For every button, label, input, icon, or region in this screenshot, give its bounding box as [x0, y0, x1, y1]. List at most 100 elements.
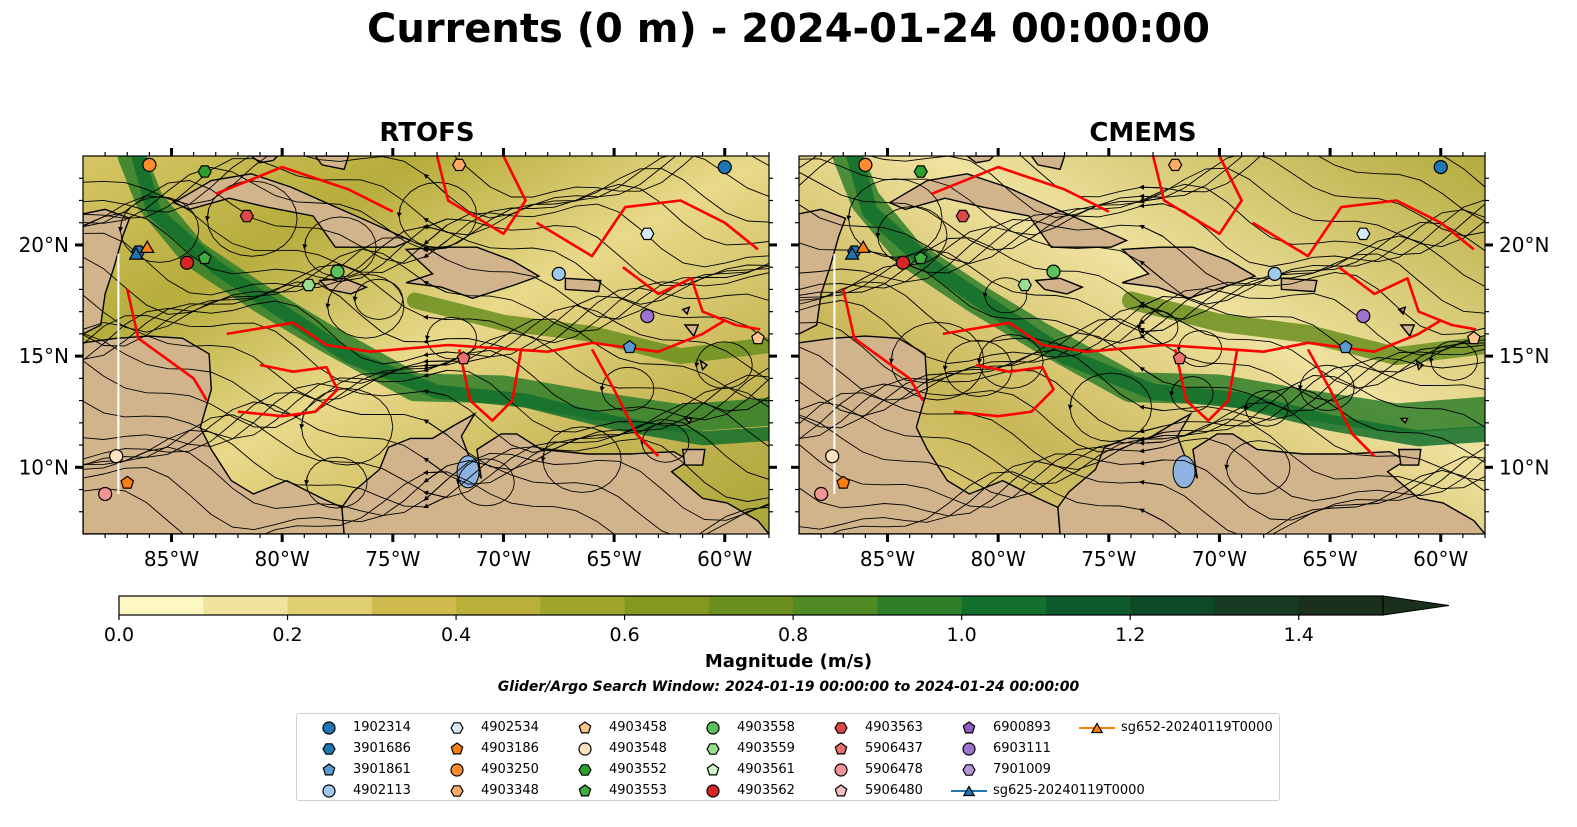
legend-symbol [578, 764, 592, 776]
lon-tick-label: 75°W [365, 547, 420, 571]
protected-area-outline [590, 348, 660, 458]
streamline-arrow [1139, 328, 1164, 334]
float-marker-4903458 [751, 331, 765, 345]
legend-label: 4902534 [481, 720, 539, 735]
streamline-arrow [423, 457, 448, 476]
legend-marker-circle [962, 742, 976, 756]
lake-maracaibo [1172, 455, 1196, 489]
land-mass [318, 277, 369, 295]
colorbar-tick-label: 1.0 [947, 624, 977, 646]
legend-label: 5906437 [865, 741, 923, 756]
legend-marker-pentagon [578, 784, 592, 797]
streamline-arrow [1139, 303, 1164, 325]
legend-marker-hexagon [578, 764, 592, 776]
legend-symbol [578, 784, 592, 797]
protected-area-outline [622, 266, 761, 331]
float-marker-4903250 [142, 157, 157, 172]
colorbar-tick-label: 1.4 [1284, 624, 1314, 646]
legend-marker-pentagon [706, 763, 720, 776]
glider-marker-sg625-20240119T0000 [844, 246, 860, 260]
protected-area-outline [215, 165, 394, 213]
streamline-arrow [942, 361, 948, 371]
legend-label: 4903458 [609, 720, 667, 735]
legend-marker-circle [706, 721, 720, 735]
legend-label: 4903548 [609, 741, 667, 756]
protected-area-outline [237, 363, 339, 418]
legend-marker-triangle-line [1079, 722, 1115, 734]
streamline-arrow [423, 389, 448, 396]
land-mass [1399, 324, 1416, 338]
legend-symbol [450, 785, 464, 797]
land-mass [699, 359, 709, 371]
legend-marker-circle [578, 742, 592, 756]
legend-marker-circle [322, 784, 336, 798]
land-mass [564, 277, 602, 293]
streamline-arrow [352, 293, 358, 302]
float-marker-4902113 [551, 266, 566, 281]
streamline-arrow [1139, 190, 1164, 202]
streamline-arrow [1428, 355, 1434, 364]
float-marker-5906437 [1172, 351, 1187, 365]
legend-marker-hexagon [834, 722, 848, 734]
float-marker-6903111 [1356, 308, 1371, 324]
protected-area-outline [1151, 156, 1243, 236]
legend-label: 4903561 [737, 762, 795, 777]
streamline-arrow [1139, 260, 1164, 281]
legend-label: 4903559 [737, 741, 795, 756]
streamline-arrow [423, 479, 448, 501]
rtofs-map-panel: 85°W 80°W 75°W 70°W 65°W 60°W 20°N 15°N 10°N [19, 148, 777, 571]
float-marker-1902314 [717, 160, 732, 175]
float-marker-4903348 [1168, 158, 1183, 172]
colorbar-segment [793, 596, 878, 615]
legend-label: 7901009 [993, 762, 1051, 777]
streamline-arrow [423, 490, 448, 499]
colorbar-tick-label: 0.0 [104, 624, 134, 646]
colorbar-segment [203, 596, 289, 615]
streamline-arrow [423, 281, 448, 293]
protected-area-outline [953, 363, 1055, 418]
protected-area-outline [1306, 348, 1376, 458]
land-mass [799, 208, 847, 335]
streamline-arrow [1139, 404, 1164, 412]
float-marker-5906478 [814, 486, 829, 502]
legend-marker-hexagon [450, 785, 464, 797]
lat-tick-label: 20°N [1499, 233, 1549, 257]
float-marker-1902314 [1433, 160, 1448, 175]
protected-area-outline [931, 165, 1110, 213]
legend-symbol [322, 763, 336, 776]
colorbar-segment [287, 596, 373, 615]
streamline-arrow [1139, 303, 1164, 312]
land-mass [1030, 156, 1066, 171]
land-mass [83, 208, 131, 335]
streamline-arrow [118, 220, 124, 233]
lon-tick-label: 85°W [144, 547, 199, 571]
legend-marker-pentagon [834, 784, 848, 797]
streamline-arrow [1136, 323, 1142, 330]
glider-marker-sg625-20240119T0000 [128, 246, 144, 260]
streamline-arrow [875, 227, 881, 238]
colorbar-segment [624, 596, 710, 615]
streamline-arrow [302, 239, 308, 250]
glider-marker-sg652-20240119T0000 [139, 240, 155, 253]
glider-marker-sg652-20240119T0000 [855, 240, 871, 253]
streamline-arrow [1139, 184, 1164, 190]
lon-tick-label: 75°W [1081, 547, 1136, 571]
float-marker-4903186 [836, 475, 851, 489]
land-mass [681, 306, 691, 316]
legend-label: 3901686 [353, 741, 411, 756]
legend-symbol [578, 742, 592, 756]
legend-symbol [578, 721, 592, 734]
lon-tick-label: 65°W [586, 547, 641, 571]
lat-tick-label: 10°N [1499, 455, 1549, 479]
streamline-arrow [424, 332, 430, 341]
streamline-arrow [423, 362, 448, 368]
colorbar-segment [119, 596, 204, 615]
streamline-arrow [1139, 459, 1164, 466]
legend-symbol [962, 764, 976, 776]
legend-marker-pentagon [962, 721, 976, 734]
colorbar-segment [1045, 596, 1131, 615]
colorbar-tick-label: 0.8 [778, 624, 808, 646]
streamline-arrow [423, 351, 448, 358]
protected-area-outline [1338, 266, 1477, 331]
streamline-arrow [304, 475, 310, 486]
